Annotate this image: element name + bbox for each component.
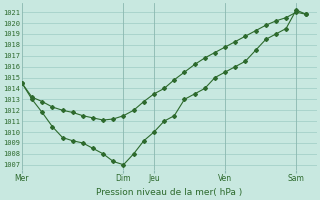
X-axis label: Pression niveau de la mer( hPa ): Pression niveau de la mer( hPa ) <box>96 188 242 197</box>
